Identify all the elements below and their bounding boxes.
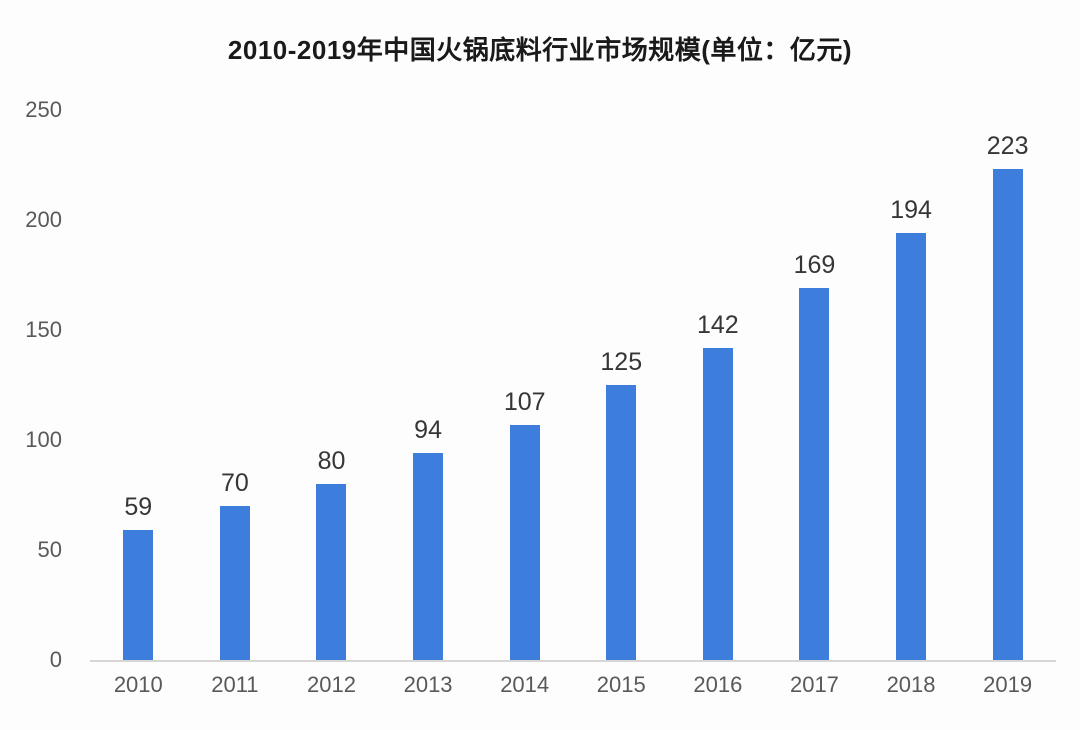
bar-value-label: 94: [414, 416, 442, 445]
bar: [606, 385, 637, 660]
plot-area: 59 70 80 94 107 125 142 169 194 223: [90, 110, 1056, 662]
bar: [799, 288, 830, 660]
bar-value-label: 169: [793, 251, 836, 280]
x-tick-label: 2013: [403, 672, 453, 697]
bar: [123, 530, 154, 660]
bar: [702, 347, 733, 660]
x-tick-label: 2016: [693, 672, 743, 697]
x-tick-label: 2018: [886, 672, 936, 697]
bar-column-2013: 94: [380, 110, 477, 660]
bar-column-2012: 80: [283, 110, 380, 660]
x-tick-label: 2012: [307, 672, 356, 697]
bar-column-2011: 70: [187, 110, 284, 660]
bar-value-label: 142: [697, 310, 739, 339]
bar-column-2015: 125: [573, 110, 670, 660]
bar-column-2010: 59: [90, 110, 187, 660]
chart-title: 2010-2019年中国火锅底料行业市场规模(单位：亿元): [227, 35, 853, 65]
y-tick-label: 250: [25, 97, 62, 122]
x-tick-label: 2010: [113, 672, 163, 697]
x-tick-label: 2019: [983, 672, 1033, 697]
bar-column-2017: 169: [766, 110, 863, 660]
y-tick-label: 50: [37, 537, 62, 562]
bar-value-label: 223: [986, 132, 1029, 161]
bar-value-label: 59: [124, 493, 153, 522]
y-tick-label: 0: [49, 647, 62, 672]
bar: [316, 484, 347, 660]
bar: [509, 424, 540, 660]
bar: [992, 169, 1023, 660]
bar: [896, 233, 927, 660]
bar-value-label: 125: [600, 348, 643, 376]
bar-value-label: 70: [220, 469, 249, 497]
x-axis: 2010 2011 2012 2013 2014 2015 2016 2017 2018 2019: [90, 672, 1056, 698]
bar-column-2018: 194: [863, 110, 960, 660]
x-tick-label: 2015: [596, 672, 646, 697]
bar: [219, 506, 250, 660]
bar-column-2014: 107: [476, 110, 573, 660]
y-tick-label: 100: [25, 427, 62, 452]
x-tick-label: 2011: [211, 672, 259, 697]
bar: [413, 453, 444, 660]
bar-column-2016: 142: [670, 110, 767, 660]
x-tick-label: 2017: [789, 672, 839, 697]
bar-value-label: 194: [890, 196, 932, 225]
y-tick-label: 200: [25, 207, 62, 232]
bar-value-label: 107: [503, 387, 546, 416]
bar-column-2019: 223: [959, 110, 1056, 660]
x-tick-label: 2014: [500, 672, 550, 697]
y-axis: 0 50 100 150 200 250: [0, 0, 70, 730]
y-tick-label: 150: [25, 317, 62, 342]
bar-value-label: 80: [317, 447, 346, 475]
